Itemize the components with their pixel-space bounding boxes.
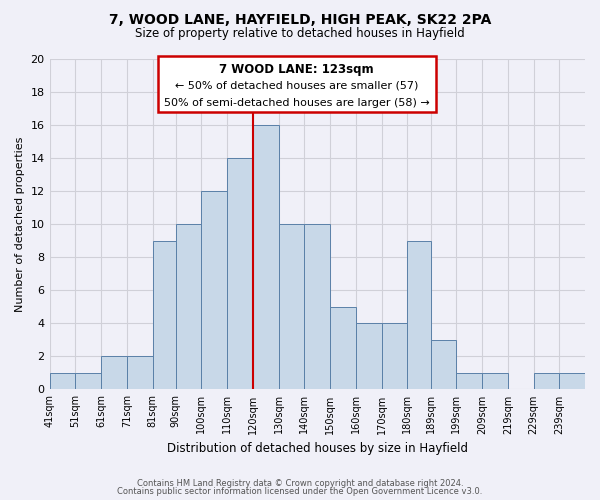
Bar <box>152 240 176 390</box>
Bar <box>50 373 75 390</box>
Text: Size of property relative to detached houses in Hayfield: Size of property relative to detached ho… <box>135 28 465 40</box>
Bar <box>356 324 382 390</box>
Bar <box>533 373 559 390</box>
Bar <box>253 125 278 390</box>
Text: 7 WOOD LANE: 123sqm: 7 WOOD LANE: 123sqm <box>220 63 374 76</box>
Bar <box>127 356 152 390</box>
Bar <box>75 373 101 390</box>
Bar <box>330 307 356 390</box>
Bar <box>101 356 127 390</box>
Bar <box>227 158 253 390</box>
Bar <box>278 224 304 390</box>
Bar <box>456 373 482 390</box>
Text: 50% of semi-detached houses are larger (58) →: 50% of semi-detached houses are larger (… <box>164 98 430 108</box>
Text: 7, WOOD LANE, HAYFIELD, HIGH PEAK, SK22 2PA: 7, WOOD LANE, HAYFIELD, HIGH PEAK, SK22 … <box>109 12 491 26</box>
Bar <box>407 240 431 390</box>
Bar <box>202 191 227 390</box>
Text: Contains HM Land Registry data © Crown copyright and database right 2024.: Contains HM Land Registry data © Crown c… <box>137 478 463 488</box>
FancyBboxPatch shape <box>158 56 436 112</box>
Text: ← 50% of detached houses are smaller (57): ← 50% of detached houses are smaller (57… <box>175 81 418 91</box>
Bar <box>431 340 456 390</box>
X-axis label: Distribution of detached houses by size in Hayfield: Distribution of detached houses by size … <box>167 442 468 455</box>
Bar <box>382 324 407 390</box>
Y-axis label: Number of detached properties: Number of detached properties <box>15 136 25 312</box>
Bar <box>482 373 508 390</box>
Bar <box>304 224 330 390</box>
Bar <box>176 224 202 390</box>
Bar <box>559 373 585 390</box>
Text: Contains public sector information licensed under the Open Government Licence v3: Contains public sector information licen… <box>118 487 482 496</box>
